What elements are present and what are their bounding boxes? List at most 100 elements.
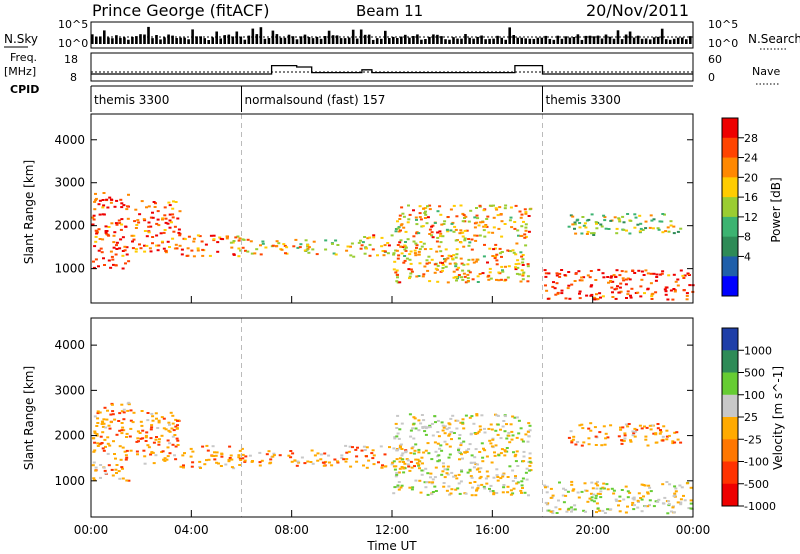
velocity-cell [354, 448, 358, 451]
velocity-cell [494, 429, 498, 432]
velocity-cell [574, 443, 578, 446]
velocity-cell [102, 449, 106, 452]
power-cell [526, 265, 530, 268]
velocity-cell [172, 429, 176, 432]
velocity-cell [661, 439, 665, 442]
power-cell [107, 259, 111, 262]
power-cell [139, 247, 143, 250]
power-cell [515, 272, 519, 275]
velocity-cell [602, 487, 606, 490]
power-cell [91, 223, 95, 226]
velocity-cell [589, 429, 593, 432]
power-cell [371, 248, 375, 251]
velocity-cell [391, 461, 395, 464]
velocity-cell [637, 501, 640, 503]
velocity-cell [123, 450, 127, 453]
velocity-cell [640, 510, 644, 513]
power-cell [218, 236, 222, 239]
velocity-cell [634, 430, 638, 433]
power-cell [138, 243, 141, 246]
velocity-cell [129, 449, 133, 452]
power-cell [280, 248, 284, 251]
noise-sky-bar [363, 34, 367, 44]
power-cell [629, 219, 633, 222]
velocity-cell [474, 494, 478, 497]
power-cell [380, 245, 384, 248]
power-cell [500, 220, 504, 223]
velocity-cell [410, 488, 414, 491]
power-cell [114, 222, 118, 225]
velocity-cell [224, 463, 228, 466]
velocity-cell [485, 482, 489, 485]
power-cell [454, 265, 458, 268]
velocity-cell [496, 423, 500, 426]
velocity-cell [468, 443, 472, 446]
power-cell [425, 262, 429, 265]
velocity-cell [631, 501, 635, 504]
power-cell [521, 261, 525, 264]
power-cell [468, 271, 472, 274]
noise-sky-bar [648, 39, 652, 44]
power-cell [573, 227, 576, 230]
velocity-cell [666, 512, 670, 515]
velocity-cell [627, 423, 631, 425]
power-cell [383, 244, 387, 247]
velocity-cell [214, 454, 218, 457]
colorbar-swatch [722, 417, 738, 440]
velocity-cell [476, 432, 480, 435]
colorbar-swatch [722, 197, 738, 218]
power-cell [441, 235, 445, 238]
velocity-cell [269, 458, 273, 461]
power-cell [625, 278, 628, 281]
velocity-cell [417, 448, 421, 451]
power-cell [482, 225, 486, 228]
power-cell [567, 284, 571, 287]
velocity-cell [434, 490, 438, 492]
power-cell [491, 231, 495, 234]
power-cell [436, 264, 440, 267]
velocity-cell [604, 437, 608, 440]
power-cell [518, 273, 522, 276]
power-cell [578, 222, 582, 224]
velocity-cell [260, 459, 264, 462]
power-cell [499, 213, 503, 215]
velocity-cell [601, 486, 605, 489]
velocity-cell [420, 473, 424, 476]
power-cell [577, 270, 581, 273]
velocity-cell [562, 501, 566, 504]
power-cell [686, 272, 690, 275]
velocity-cell [545, 485, 549, 488]
power-cell [444, 265, 448, 268]
power-cell [624, 283, 628, 286]
velocity-cell [665, 481, 669, 483]
velocity-cell [450, 430, 454, 433]
power-cell [459, 229, 463, 232]
power-cell [216, 250, 220, 253]
power-cell [482, 255, 486, 258]
velocity-cell [454, 488, 458, 491]
noise-sky-bar [291, 36, 295, 44]
power-cell [103, 264, 106, 266]
velocity-cell [238, 464, 242, 466]
power-cell [513, 227, 517, 230]
power-cell [676, 230, 680, 233]
noise-sky-bar [243, 39, 247, 44]
power-cell [134, 248, 138, 251]
power-cell [151, 236, 155, 238]
velocity-cell [94, 469, 98, 472]
power-cell [306, 244, 310, 246]
power-cell [110, 198, 114, 201]
power-cell [567, 271, 571, 273]
noise-sky-bar [347, 37, 351, 44]
power-cell [99, 247, 103, 250]
velocity-cell [430, 422, 434, 425]
noise-sky-bar [448, 39, 451, 44]
power-cell [172, 200, 175, 203]
power-cell [96, 231, 99, 234]
velocity-cell [443, 425, 447, 428]
power-cell [454, 263, 458, 266]
power-cell [408, 258, 412, 261]
velocity-cell [678, 484, 682, 487]
velocity-cell [547, 509, 551, 512]
